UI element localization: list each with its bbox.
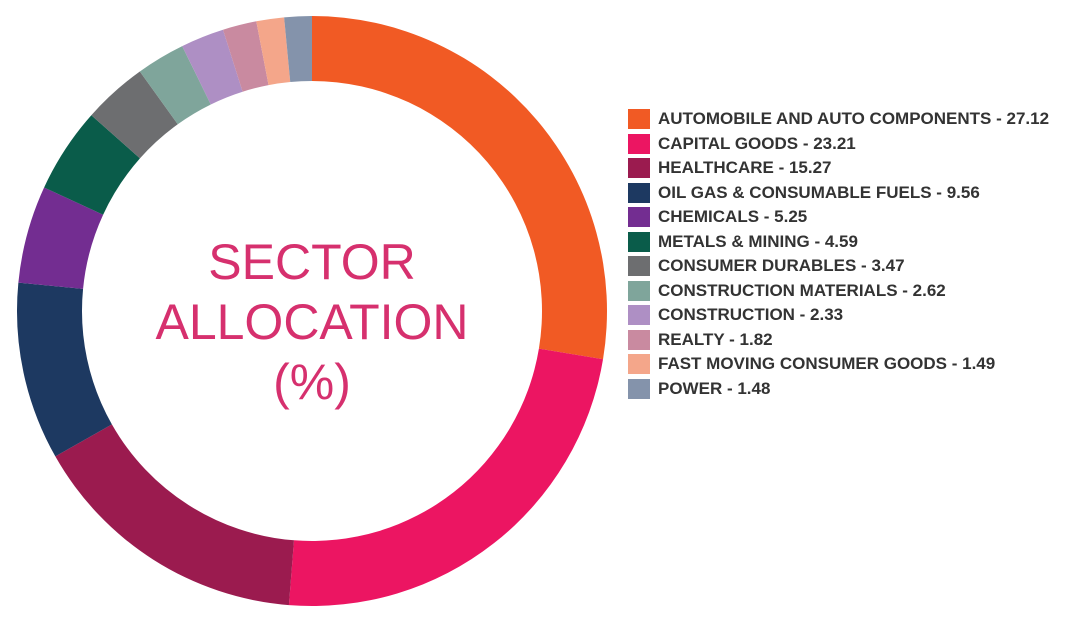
- legend-entry: HEALTHCARE - 15.27: [628, 156, 1068, 181]
- legend-label: CHEMICALS - 5.25: [658, 207, 808, 226]
- donut-segment: [182, 29, 243, 105]
- legend-label: CAPITAL GOODS - 23.21: [658, 133, 856, 153]
- legend-entry: REALTY - 1.82: [628, 328, 1068, 353]
- legend-swatch: [628, 133, 650, 154]
- legend-label: HEALTHCARE - 15.27: [658, 158, 832, 177]
- chart-title: SECTOR ALLOCATION (%): [155, 234, 469, 410]
- donut-segment: [312, 16, 607, 360]
- legend-swatch: [628, 231, 650, 252]
- donut-segment: [91, 71, 178, 159]
- legend-swatch: [628, 158, 650, 178]
- legend-label: METALS & MINING - 4.59: [658, 231, 858, 251]
- donut-segment: [284, 16, 312, 83]
- legend-entry: POWER - 1.48: [628, 377, 1068, 402]
- donut-segment: [288, 348, 604, 606]
- legend-entry: FAST MOVING CONSUMER GOODS - 1.49: [628, 352, 1068, 377]
- donut-segment: [256, 17, 291, 86]
- legend-label: OIL GAS & CONSUMABLE FUELS - 9.56: [658, 182, 980, 202]
- legend-swatch: [628, 329, 650, 350]
- legend-swatch: [628, 182, 650, 203]
- donut-segment: [44, 115, 140, 215]
- legend-swatch: [628, 207, 650, 227]
- legend-swatch: [628, 378, 650, 399]
- donut-segment: [18, 187, 104, 289]
- legend-entry: CHEMICALS - 5.25: [628, 205, 1068, 230]
- legend-entry: CONSTRUCTION MATERIALS - 2.62: [628, 279, 1068, 304]
- legend-entry: CONSUMER DURABLES - 3.47: [628, 254, 1068, 279]
- legend-swatch: [628, 305, 650, 325]
- legend-label: FAST MOVING CONSUMER GOODS - 1.49: [658, 354, 996, 373]
- donut-segment: [139, 46, 211, 125]
- donut-segment: [55, 424, 294, 606]
- legend-swatch: [628, 109, 650, 129]
- donut-segment: [17, 282, 112, 457]
- legend-entry: AUTOMOBILE AND AUTO COMPONENTS - 27.12: [628, 107, 1068, 132]
- legend-swatch: [628, 354, 650, 374]
- legend-entry: CAPITAL GOODS - 23.21: [628, 132, 1068, 157]
- legend-label: CONSTRUCTION MATERIALS - 2.62: [658, 280, 946, 300]
- legend-entry: CONSTRUCTION - 2.33: [628, 303, 1068, 328]
- legend-label: POWER - 1.48: [658, 378, 771, 398]
- donut-segment: [223, 21, 269, 92]
- legend-label: REALTY - 1.82: [658, 329, 773, 349]
- legend-entry: OIL GAS & CONSUMABLE FUELS - 9.56: [628, 181, 1068, 206]
- legend-swatch: [628, 256, 650, 276]
- legend-entry: METALS & MINING - 4.59: [628, 230, 1068, 255]
- legend-label: CONSTRUCTION - 2.33: [658, 305, 844, 324]
- legend-label: CONSUMER DURABLES - 3.47: [658, 256, 905, 275]
- legend: AUTOMOBILE AND AUTO COMPONENTS - 27.12 CA…: [628, 107, 1068, 401]
- legend-swatch: [628, 280, 650, 301]
- legend-label: AUTOMOBILE AND AUTO COMPONENTS - 27.12: [658, 109, 1050, 128]
